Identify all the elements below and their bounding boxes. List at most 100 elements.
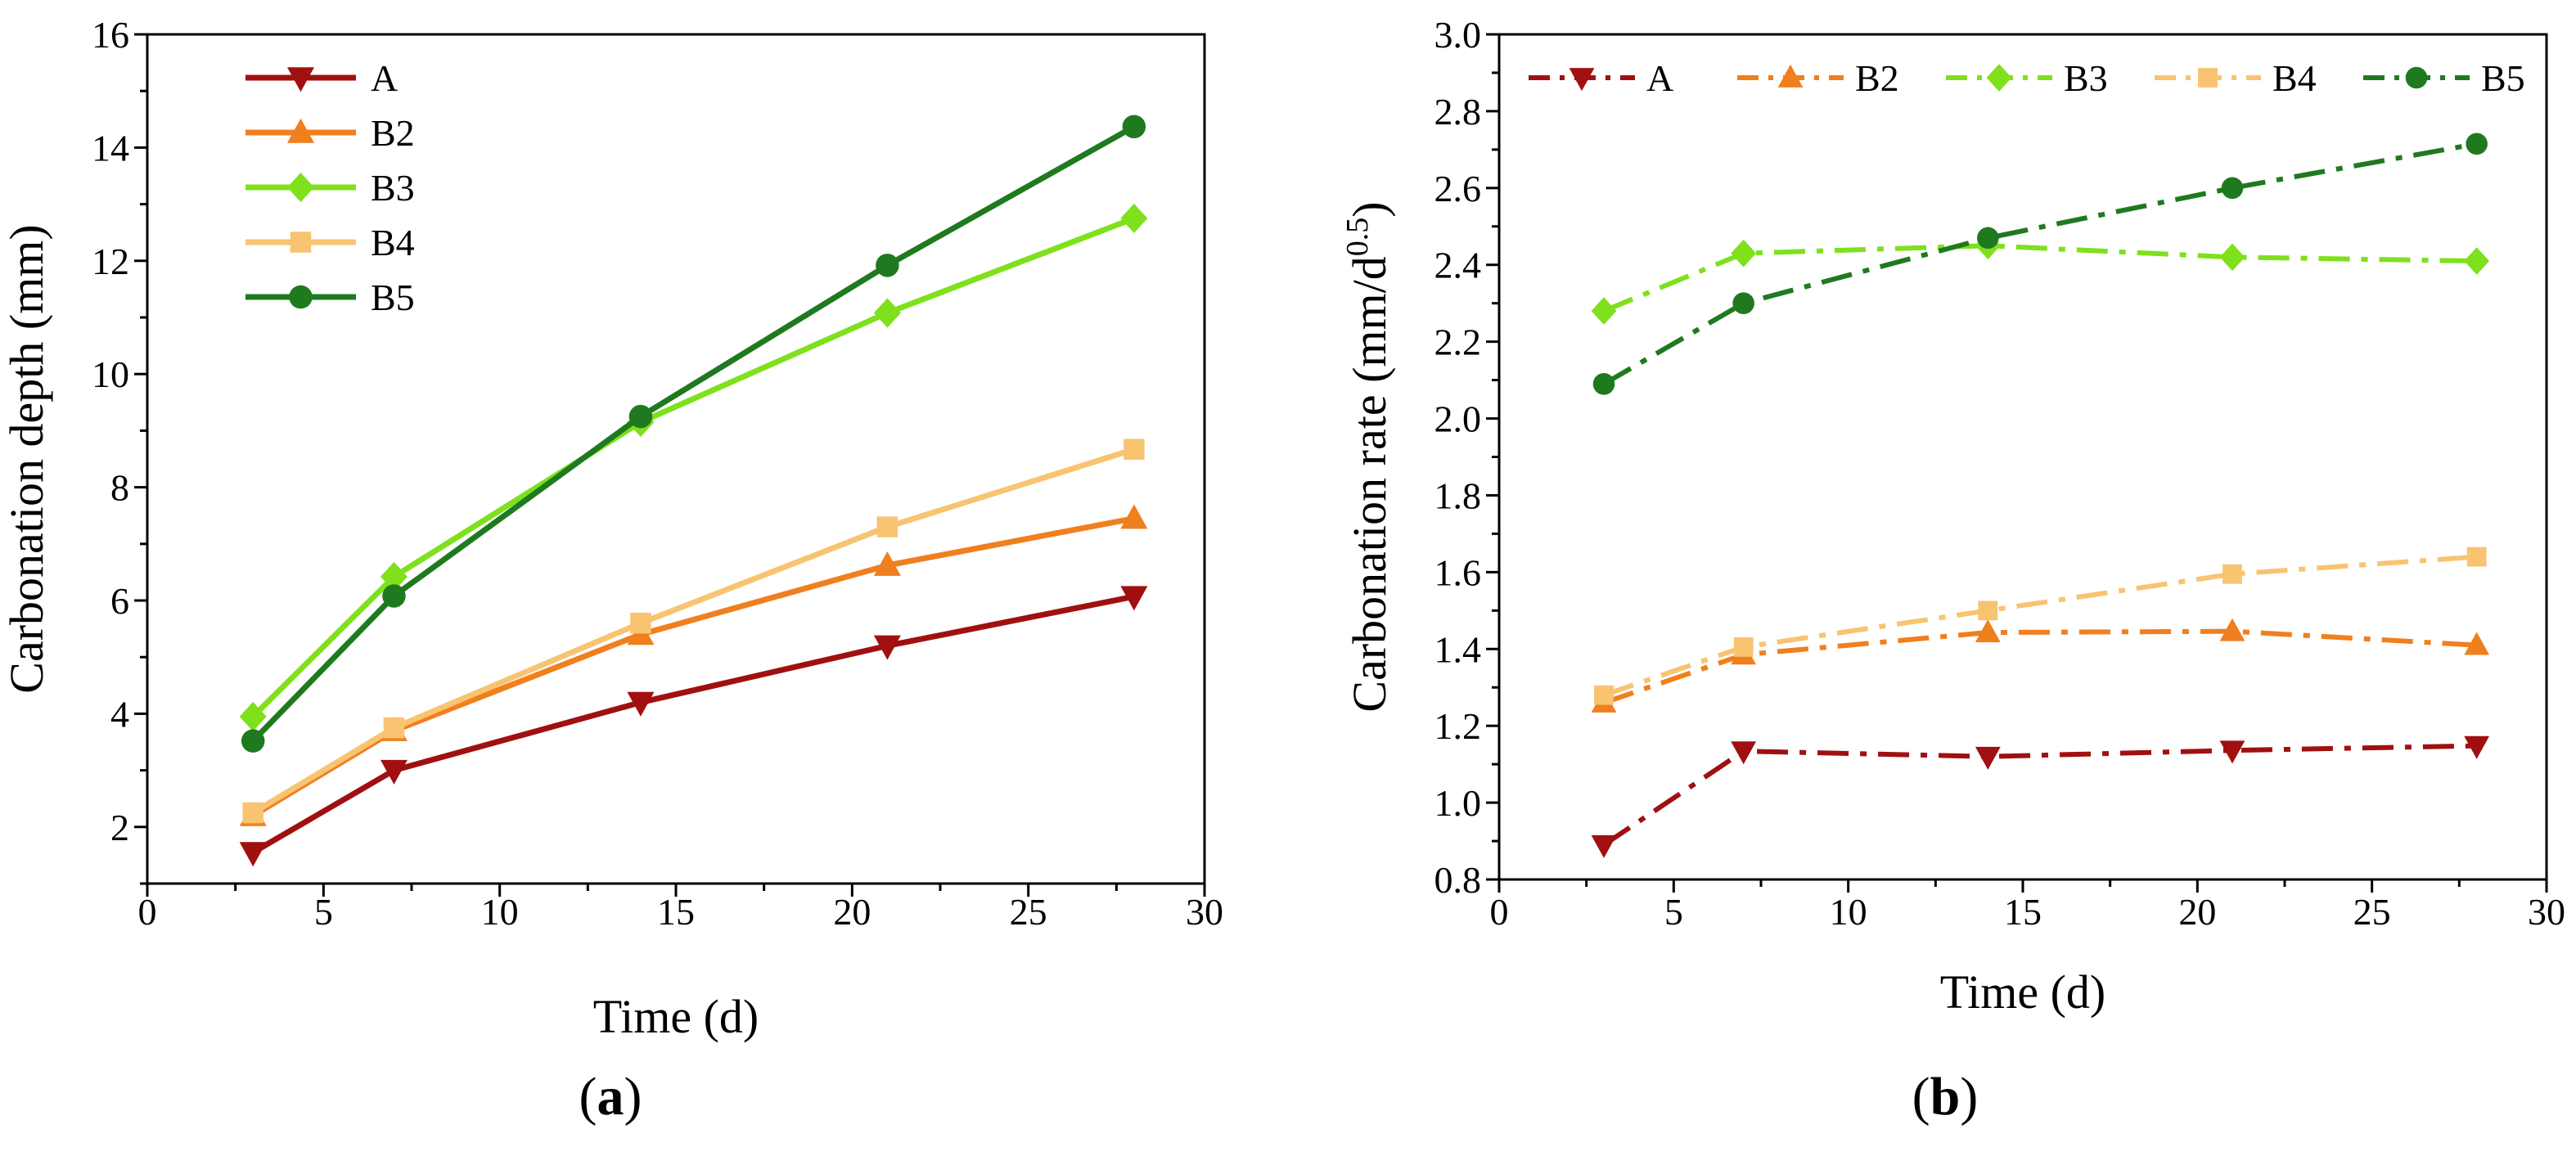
chart-b-y-tick-label: 1.2 — [1434, 705, 1482, 747]
chart-a-x-tick-label: 10 — [481, 891, 519, 933]
chart-a-x-axis-title: Time (d) — [593, 990, 759, 1043]
chart-a-point-A-7 — [380, 759, 408, 785]
chart-b-point-A-28 — [2464, 735, 2490, 759]
chart-b-x-tick-label: 10 — [1830, 891, 1867, 933]
chart-a-legend-label-B2: B2 — [371, 112, 415, 154]
chart-b-line-B5 — [1602, 141, 2478, 386]
chart-b-point-A-3 — [1591, 834, 1617, 858]
chart-b-point-B4-28 — [2466, 547, 2487, 567]
chart-a-point-B5-14 — [628, 404, 653, 429]
chart-b-x-tick-label: 20 — [2178, 891, 2216, 933]
chart-b-legend-label-B4: B4 — [2272, 57, 2317, 99]
chart-b-legend-marker-B4 — [2198, 68, 2218, 88]
chart-a-point-B5-28 — [1122, 115, 1146, 139]
chart-a-x-tick-label: 0 — [138, 891, 157, 933]
chart-a-point-B3-28 — [1120, 203, 1148, 233]
chart-b-legend-label-A: A — [1646, 57, 1673, 99]
chart-b-point-B5-3 — [1592, 372, 1615, 395]
chart-a-carbonation-depth: 0 5 10 15 20 25 30 2 4 6 8 10 12 14 16 Time (d) Carbonat… — [0, 14, 1223, 1043]
chart-b-point-A-14 — [1975, 746, 2001, 770]
chart-a-legend-label-B4: B4 — [371, 222, 415, 263]
chart-b-series-A — [1591, 735, 2490, 858]
chart-a-frame — [146, 33, 1206, 885]
chart-a-series-B4 — [242, 439, 1145, 824]
chart-a-point-B2-21 — [873, 551, 901, 576]
chart-a-legend-marker-B4 — [290, 232, 312, 253]
chart-b-x-tick-label: 15 — [2004, 891, 2042, 933]
chart-b-point-B3-28 — [2464, 247, 2490, 275]
chart-b-point-B2-14 — [1975, 618, 2001, 642]
chart-a-point-B4-7 — [383, 717, 405, 739]
chart-a-point-A-21 — [873, 635, 901, 660]
chart-b-y-tick-label: 3.0 — [1434, 14, 1482, 56]
chart-a-series-B5 — [241, 115, 1146, 753]
panel-label-b: (b) — [1912, 1067, 1979, 1127]
chart-a-point-B5-7 — [382, 584, 406, 608]
chart-b-legend-label-B2: B2 — [1855, 57, 1899, 99]
chart-b-point-B5-28 — [2466, 133, 2488, 155]
chart-a-y-tick-label: 16 — [92, 14, 129, 56]
chart-b-y-tick-label: 2.8 — [1434, 91, 1482, 133]
chart-b-y-tick-label: 0.8 — [1434, 859, 1482, 901]
chart-a-line-B2 — [251, 515, 1135, 818]
chart-b-point-B4-7 — [1733, 637, 1754, 657]
chart-a-legend-marker-B3 — [287, 173, 314, 202]
chart-a-y-tick-label: 10 — [92, 353, 129, 395]
chart-b-line-A — [1602, 743, 2477, 848]
chart-a-point-A-14 — [627, 691, 655, 717]
chart-b-legend-marker-A — [1569, 68, 1595, 92]
chart-a-legend-marker-B5 — [289, 285, 313, 309]
chart-b-x-axis-title: Time (d) — [1940, 965, 2106, 1019]
chart-a-point-A-28 — [1120, 586, 1148, 611]
chart-b-legend-label-B5: B5 — [2481, 57, 2525, 99]
chart-b-x-tick-label: 25 — [2353, 891, 2391, 933]
chart-b-series-B5 — [1592, 133, 2488, 395]
chart-a-x-tick-label: 20 — [833, 891, 871, 933]
chart-a-y-tick-label: 14 — [92, 127, 129, 169]
chart-a-line-B4 — [251, 446, 1135, 816]
chart-b-legend-marker-B5 — [2405, 66, 2428, 89]
chart-b-legend-marker-B3 — [1986, 64, 2012, 92]
chart-b-x-tick-label: 5 — [1664, 891, 1683, 933]
chart-a-x-tick-label: 5 — [314, 891, 333, 933]
chart-b-y-tick-label: 1.4 — [1434, 628, 1482, 670]
chart-a-point-B4-28 — [1124, 439, 1145, 460]
chart-a-point-B3-3 — [239, 701, 267, 731]
chart-b-point-B5-7 — [1732, 292, 1754, 314]
chart-a-point-B5-21 — [876, 254, 899, 277]
chart-b-y-tick-label: 2.4 — [1434, 245, 1482, 286]
chart-a-legend: A B2 B3 B4 B5 — [245, 57, 415, 318]
chart-a-point-B4-21 — [876, 516, 898, 538]
chart-a-y-tick-label: 4 — [110, 693, 129, 735]
chart-b-legend-marker-B2 — [1777, 64, 1804, 88]
chart-b-y-tick-label: 1.0 — [1434, 782, 1482, 824]
panel-label-a: (a) — [579, 1067, 642, 1127]
chart-b-point-A-7 — [1731, 741, 1757, 765]
chart-a-point-B4-14 — [630, 612, 651, 634]
chart-b-x-tick-label: 30 — [2528, 891, 2565, 933]
chart-b-point-B5-21 — [2221, 177, 2244, 200]
chart-a-y-axis-title: Carbonation depth (mm) — [0, 224, 53, 693]
chart-a-point-B3-21 — [873, 298, 901, 328]
chart-b-point-B5-14 — [1977, 227, 1999, 250]
chart-b-y-tick-label: 2.0 — [1434, 398, 1482, 440]
chart-b-y-tick-label: 1.6 — [1434, 551, 1482, 593]
chart-a-y-tick-label: 6 — [110, 580, 129, 622]
chart-b-frame — [1497, 33, 2548, 881]
chart-b-point-B3-21 — [2219, 243, 2245, 272]
chart-b-point-A-21 — [2219, 740, 2245, 764]
chart-a-y-tick-label: 2 — [110, 807, 129, 848]
chart-b-point-B4-3 — [1594, 685, 1614, 705]
chart-a-legend-label-B3: B3 — [371, 167, 415, 209]
chart-b-point-B4-21 — [2222, 564, 2242, 584]
chart-b-series-B4 — [1594, 547, 2487, 705]
chart-a-y-tick-label: 12 — [92, 241, 129, 282]
chart-b-point-B2-21 — [2219, 618, 2245, 641]
chart-a-x-tick-label: 15 — [657, 891, 695, 933]
chart-a-legend-label-A: A — [371, 57, 398, 99]
chart-b-y-tick-label: 1.8 — [1434, 475, 1482, 516]
chart-a-legend-label-B5: B5 — [371, 277, 415, 318]
chart-b-point-B3-3 — [1591, 297, 1617, 325]
chart-b-point-B3-7 — [1731, 239, 1757, 268]
